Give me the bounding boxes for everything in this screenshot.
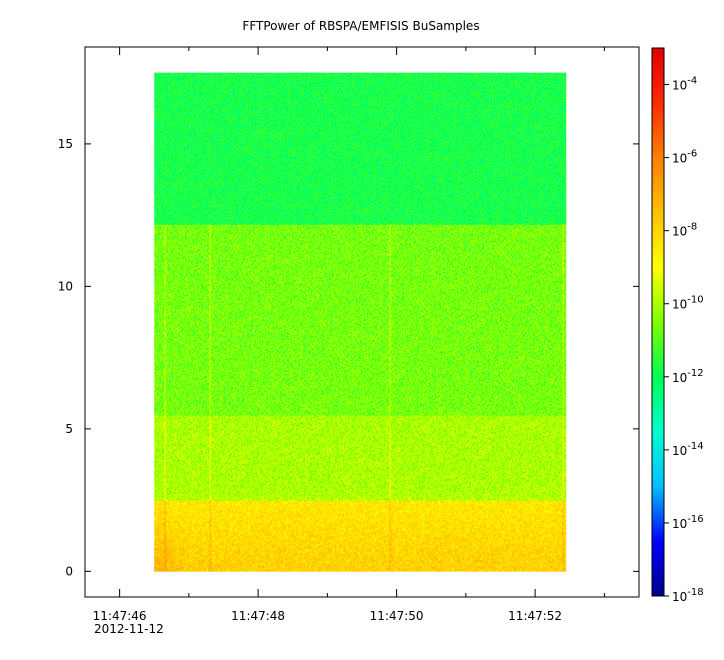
x-axis-date-label: 2012-11-12 — [94, 622, 164, 636]
x-tick-label: 11:47:52 — [508, 609, 562, 623]
x-tick-label: 11:47:50 — [370, 609, 424, 623]
y-tick-label: 15 — [58, 137, 73, 151]
colorbar-axis: 10-4 10-6 10-8 10-10 10-12 10-14 10-16 10-18 — [664, 76, 704, 604]
colorbar-tick-label: 10-14 — [672, 441, 704, 458]
spectrogram-image — [154, 72, 567, 572]
chart-title: FFTPower of RBSPA/EMFISIS BuSamples — [242, 19, 479, 33]
colorbar-tick-label: 10-4 — [672, 76, 697, 93]
colorbar-tick-label: 10-18 — [672, 587, 704, 604]
colorbar-tick-label: 10-12 — [672, 368, 704, 385]
spectrogram-raster — [154, 72, 567, 572]
colorbar-tick-label: 10-10 — [672, 295, 704, 312]
colorbar-tick-label: 10-16 — [672, 514, 704, 531]
x-axis: 11:47:46 11:47:48 11:47:50 11:47:52 — [84, 47, 605, 623]
colorbar-tick-label: 10-6 — [672, 149, 697, 166]
colorbar — [651, 47, 665, 597]
x-tick-label: 11:47:46 — [93, 609, 147, 623]
y-tick-label: 10 — [58, 279, 73, 293]
y-tick-label: 5 — [65, 422, 73, 436]
y-tick-label: 0 — [65, 564, 73, 578]
x-tick-label: 11:47:48 — [231, 609, 285, 623]
y-axis: 0 5 10 15 — [58, 137, 639, 578]
colorbar-tick-label: 10-8 — [672, 222, 697, 239]
